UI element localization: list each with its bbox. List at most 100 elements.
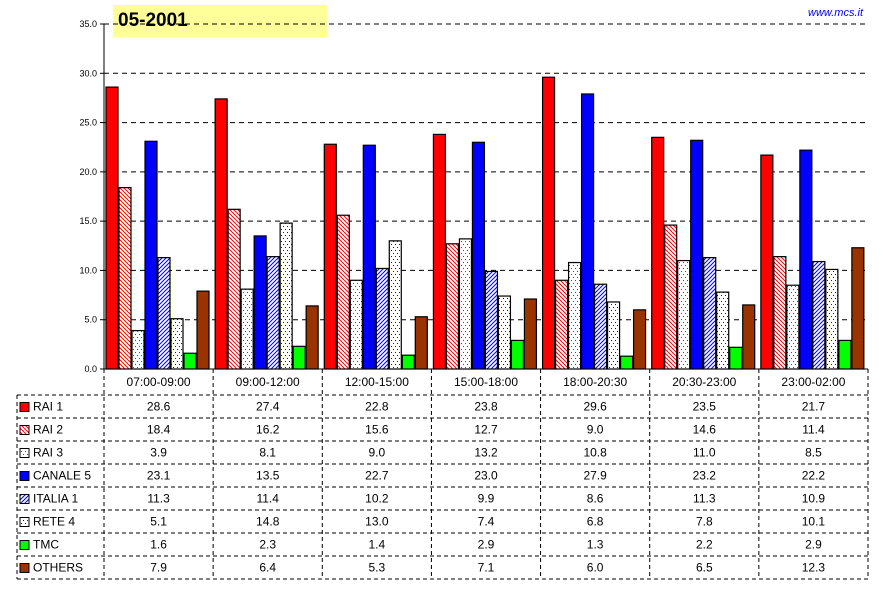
bar-tmc [292, 345, 306, 370]
x-category-label: 07:00-09:00 [127, 375, 191, 389]
table-cell: 7.1 [478, 561, 495, 575]
bar-others [523, 298, 538, 370]
bar-canale-5 [362, 144, 376, 370]
table-cell: 13.5 [256, 469, 280, 483]
legend-swatch [19, 494, 30, 504]
x-category-label: 09:00-12:00 [236, 375, 300, 389]
table-cell: 2.9 [805, 538, 822, 552]
table-cell: 14.8 [256, 515, 280, 529]
bar-others [742, 304, 756, 370]
legend-swatch [19, 471, 30, 481]
bar-rai-1 [432, 133, 447, 370]
table-cell: 23.1 [147, 469, 171, 483]
bar-canale-5 [690, 139, 704, 370]
bar-rete-4 [279, 222, 293, 370]
bar-others [851, 247, 865, 370]
table-cell: 18.4 [147, 423, 171, 437]
bar-others [632, 309, 647, 370]
table-cell: 2.9 [478, 538, 495, 552]
bar-others [414, 316, 428, 370]
table-cell: 10.2 [365, 492, 389, 506]
bar-rai-1 [760, 154, 774, 370]
legend-label: CANALE 5 [33, 469, 91, 483]
table-cell: 11.3 [147, 492, 170, 506]
bar-italia-1 [593, 283, 608, 370]
y-tick-label: 15.0 [79, 216, 97, 226]
table-cell: 10.1 [802, 515, 826, 529]
legend-swatch [19, 517, 30, 527]
table-cell: 27.9 [583, 469, 607, 483]
bar-canale-5 [580, 93, 595, 370]
legend-label: ITALIA 1 [33, 492, 78, 506]
bar-rai-2 [554, 279, 569, 370]
x-category-label: 23:00-02:00 [781, 375, 845, 389]
bar-tmc [510, 339, 525, 370]
bar-rai-3 [458, 238, 473, 370]
table-cell: 1.4 [369, 538, 386, 552]
x-category-label: 18:00-20:30 [563, 375, 627, 389]
table-cell: 21.7 [802, 400, 826, 414]
table-cell: 13.0 [365, 515, 389, 529]
table-cell: 23.8 [474, 400, 498, 414]
bar-rai-2 [664, 224, 678, 370]
bar-rai-1 [105, 86, 119, 370]
bar-rai-3 [677, 259, 691, 370]
bar-rete-4 [170, 318, 184, 370]
bar-rai-2 [118, 187, 132, 370]
table-cell: 8.5 [805, 446, 822, 460]
bar-rete-4 [497, 295, 512, 370]
bar-rete-4 [825, 268, 839, 370]
table-cell: 1.6 [150, 538, 167, 552]
bar-rai-3 [131, 329, 145, 370]
legend-label: RAI 1 [33, 400, 63, 414]
y-tick-label: 35.0 [79, 19, 97, 29]
table-cell: 11.3 [693, 492, 716, 506]
y-tick-label: 10.0 [79, 265, 97, 275]
bar-italia-1 [157, 257, 171, 370]
table-cell: 5.3 [369, 561, 386, 575]
x-category-label: 12:00-15:00 [345, 375, 409, 389]
legend-label: TMC [33, 538, 59, 552]
bar-rai-1 [323, 143, 337, 370]
bar-italia-1 [484, 270, 499, 370]
table-cell: 7.9 [150, 561, 167, 575]
bar-rai-3 [240, 288, 254, 370]
bar-canale-5 [253, 235, 267, 370]
table-cell: 3.9 [150, 446, 167, 460]
table-cell: 6.0 [587, 561, 604, 575]
bar-tmc [183, 352, 197, 370]
legend-swatch [19, 402, 30, 412]
table-cell: 16.2 [256, 423, 280, 437]
bar-rai-1 [651, 136, 665, 370]
table-cell: 7.8 [696, 515, 713, 529]
table-cell: 11.0 [693, 446, 716, 460]
x-category-label: 15:00-18:00 [454, 375, 518, 389]
table-cell: 6.4 [259, 561, 276, 575]
table-cell: 6.5 [696, 561, 713, 575]
table-cell: 29.6 [583, 400, 607, 414]
table-cell: 2.2 [696, 538, 713, 552]
table-cell: 9.0 [369, 446, 386, 460]
site-link[interactable]: www.mcs.it [808, 7, 863, 19]
y-tick-label: 20.0 [79, 167, 97, 177]
table-cell: 12.7 [474, 423, 498, 437]
table-cell: 8.6 [587, 492, 604, 506]
table-cell: 7.4 [478, 515, 495, 529]
table-cell: 15.6 [365, 423, 389, 437]
bar-tmc [729, 346, 743, 370]
table-cell: 13.2 [474, 446, 498, 460]
bar-rete-4 [606, 301, 621, 370]
table-cell: 22.7 [365, 469, 389, 483]
legend-swatch [19, 448, 30, 458]
legend-swatch [19, 425, 30, 435]
bar-canale-5 [799, 149, 813, 370]
legend-swatch [19, 540, 30, 550]
table-cell: 5.1 [150, 515, 167, 529]
table-cell: 10.9 [802, 492, 826, 506]
table-cell: 23.2 [693, 469, 717, 483]
table-cell: 10.8 [583, 446, 607, 460]
chart-title: 05-2001 [113, 5, 327, 37]
bar-rai-1 [214, 98, 228, 370]
table-cell: 1.3 [587, 538, 604, 552]
